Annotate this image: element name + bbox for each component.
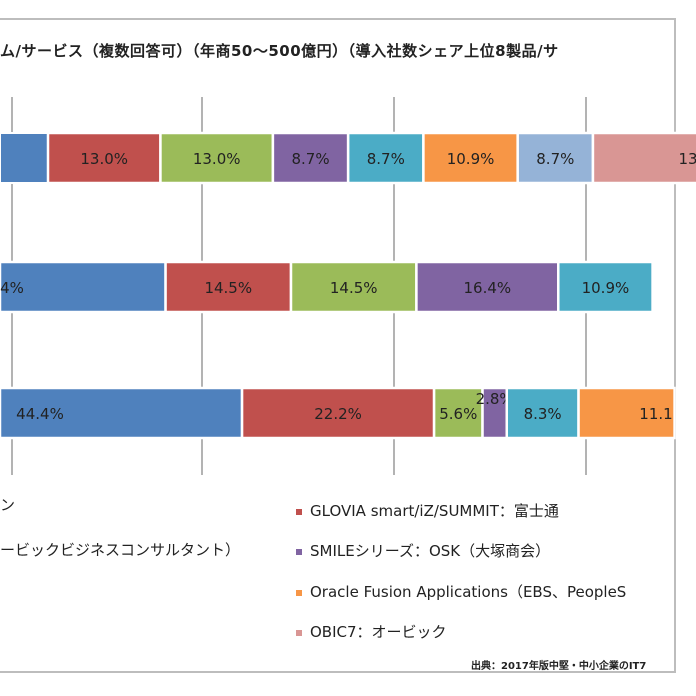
- legend-item-6: OBIC7：オービック: [296, 621, 447, 642]
- bar-label-3-1: 44.4%: [16, 405, 64, 423]
- bar-segment-1-8: [591, 131, 696, 185]
- legend-marker-5: [296, 589, 302, 596]
- legend-label-1: ン: [0, 496, 16, 514]
- legend-label-4: SMILEシリーズ：OSK（大塚商会）: [310, 542, 551, 560]
- bar-label-1-2: 13.0%: [80, 150, 128, 168]
- bar-label-1-4: 8.7%: [291, 150, 329, 168]
- bar-label-3-5: 8.3%: [524, 405, 562, 423]
- chart-frame: [0, 18, 676, 673]
- bar-segment-1-2: [46, 131, 162, 185]
- bar-label-2-1: 4%: [0, 279, 24, 297]
- bar-label-1-5: 8.7%: [367, 150, 405, 168]
- bar-row-3: 44.4% 22.2% 5.6%2.8% 8.3% 11.1: [0, 386, 676, 440]
- bar-segment-2-4: [415, 260, 560, 314]
- bar-segment-3-1: [0, 386, 244, 440]
- bar-label-1-7: 8.7%: [536, 150, 574, 168]
- legend-item-5: Oracle Fusion Applications（EBS、PeopleS: [296, 581, 626, 602]
- legend-label-2: GLOVIA smart/iZ/SUMMIT：富士通: [310, 502, 559, 520]
- chart-title: ム/サービス（複数回答可）（年商50〜500億円）（導入社数シェア上位8製品/サ: [0, 42, 559, 60]
- bar-segment-1-1: [0, 132, 49, 184]
- bar-segment-2-1: [0, 260, 167, 314]
- legend-item-4: SMILEシリーズ：OSK（大塚商会）: [296, 540, 550, 561]
- legend-label-5: Oracle Fusion Applications（EBS、PeopleS: [310, 583, 627, 601]
- legend-item-1: ン: [0, 494, 15, 515]
- bar-label-3-3: 5.6%: [439, 405, 477, 423]
- legend-item-3: ービックビジネスコンサルタント）: [0, 539, 240, 560]
- bar-segment-1-7: [516, 131, 595, 185]
- bar-label-2-3: 14.5%: [330, 279, 378, 297]
- bar-row-1: 13.0% 13.0% 8.7% 8.7% 10.9% 8.7% 13: [0, 131, 696, 185]
- bar-label-2-2: 14.5%: [204, 279, 252, 297]
- bar-label-3-2: 22.2%: [314, 405, 362, 423]
- legend-marker-2: [296, 508, 302, 515]
- bar-label-1-6: 10.9%: [447, 150, 495, 168]
- source-note: 出典：2017年版中堅・中小企業のIT7: [471, 661, 647, 672]
- bar-label-2-4: 16.4%: [464, 279, 512, 297]
- bar-label-1-3: 13.0%: [193, 150, 241, 168]
- legend-marker-4: [296, 548, 302, 555]
- bar-segment-1-5: [346, 131, 425, 185]
- legend-label-3: ービックビジネスコンサルタント）: [0, 541, 241, 559]
- bar-label-2-5: 10.9%: [582, 279, 630, 297]
- bar-label-3-6: 11.1: [639, 405, 672, 423]
- bar-segment-2-5: [557, 260, 654, 314]
- legend-label-6: OBIC7：オービック: [310, 623, 447, 641]
- bar-segment-3-3: [432, 386, 484, 440]
- bar-segment-3-6: [577, 386, 676, 440]
- bar-segment-3-5: [505, 386, 580, 440]
- bar-segment-3-2: [240, 386, 436, 440]
- bar-segment-2-3: [289, 260, 418, 314]
- bar-segment-2-2: [164, 260, 293, 314]
- bar-label-3-4: 2.8%: [476, 390, 514, 408]
- legend-marker-6: [296, 629, 302, 636]
- bar-segment-1-6: [422, 131, 519, 185]
- bar-label-1-8: 13: [678, 150, 696, 168]
- bar-row-2: 4% 14.5% 14.5% 16.4% 10.9%: [0, 260, 654, 314]
- legend-item-2: GLOVIA smart/iZ/SUMMIT：富士通: [296, 500, 559, 521]
